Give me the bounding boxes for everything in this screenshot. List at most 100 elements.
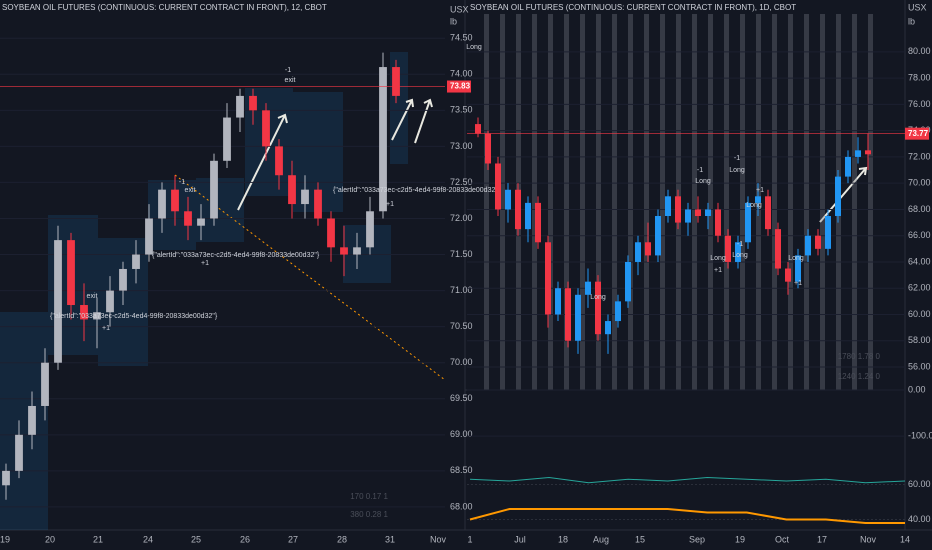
candle-body bbox=[635, 242, 641, 262]
annotation: {"alertId":"033a73ec-c2d5-4ed4-99f8-2083… bbox=[333, 187, 501, 194]
session-band bbox=[708, 14, 713, 390]
price-tag bbox=[447, 80, 471, 93]
session-band bbox=[532, 14, 537, 390]
candle-body bbox=[80, 305, 88, 320]
candle-body bbox=[585, 281, 591, 295]
session-band bbox=[660, 14, 665, 390]
x-tick-label: 17 bbox=[817, 534, 827, 544]
candle-body bbox=[805, 235, 811, 256]
annotation: Long bbox=[710, 255, 726, 262]
annotation: -1 bbox=[179, 179, 185, 186]
candle-body bbox=[725, 235, 731, 262]
candle-body bbox=[755, 196, 761, 203]
candle-body bbox=[765, 196, 771, 230]
y-tick-label: 72.00 bbox=[908, 151, 931, 161]
x-tick-label: 19 bbox=[0, 534, 10, 544]
y-tick-label: 60.00 bbox=[908, 309, 931, 319]
session-band bbox=[820, 14, 825, 390]
candle-body bbox=[275, 146, 283, 176]
annotation: +1 bbox=[386, 201, 394, 208]
y-tick-label: 68.00 bbox=[450, 501, 473, 511]
annotation: +1 bbox=[102, 325, 110, 332]
session-band bbox=[804, 14, 809, 390]
y-tick-label: 78.00 bbox=[908, 73, 931, 83]
x-tick-label: 18 bbox=[558, 534, 568, 544]
candle-body bbox=[535, 202, 541, 243]
x-tick-label: Aug bbox=[593, 534, 609, 544]
session-band bbox=[628, 14, 633, 390]
candle-body bbox=[262, 110, 270, 147]
session-band bbox=[868, 14, 873, 390]
stats: 1240 1.24 0 bbox=[838, 372, 881, 381]
candle-body bbox=[605, 321, 611, 335]
annotation: -1 bbox=[737, 241, 743, 248]
candle-body bbox=[795, 255, 801, 282]
candle-body bbox=[615, 301, 621, 322]
annotation: Long bbox=[788, 255, 804, 262]
candle-body bbox=[314, 189, 322, 219]
candle-body bbox=[41, 362, 49, 406]
candle-body bbox=[366, 211, 374, 248]
session-band bbox=[500, 14, 505, 390]
candle-body bbox=[595, 281, 601, 335]
y-tick-label: 73.00 bbox=[450, 141, 473, 151]
annotation: Long bbox=[732, 252, 748, 259]
candle-body bbox=[223, 117, 231, 161]
candle-body bbox=[392, 67, 400, 96]
annotation: {"alertId":"033a73ec-c2d5-4ed4-99f8-2083… bbox=[50, 313, 218, 320]
candle-body bbox=[655, 216, 661, 256]
candle-body bbox=[249, 95, 257, 111]
candle-body bbox=[665, 196, 671, 217]
unit: USX bbox=[908, 2, 927, 12]
x-tick-label: 25 bbox=[191, 534, 201, 544]
unit: lb bbox=[450, 16, 457, 26]
y-tick-label: 66.00 bbox=[908, 230, 931, 240]
candle-body bbox=[855, 150, 861, 157]
chart-title: SOYBEAN OIL FUTURES (CONTINUOUS: CURRENT… bbox=[470, 3, 796, 12]
candle-body bbox=[485, 133, 491, 164]
candle-body bbox=[565, 288, 571, 341]
candle-body bbox=[825, 216, 831, 249]
chart-title: SOYBEAN OIL FUTURES (CONTINUOUS: CURRENT… bbox=[2, 3, 327, 12]
candle-body bbox=[695, 209, 701, 217]
session-band bbox=[564, 14, 569, 390]
session-band bbox=[852, 14, 857, 390]
y-tick-label: 74.00 bbox=[450, 69, 473, 79]
candle-body bbox=[505, 189, 511, 210]
candle-body bbox=[288, 175, 296, 205]
x-tick-label: Nov bbox=[430, 534, 447, 544]
y-tick-label: 71.50 bbox=[450, 249, 473, 259]
candle-body bbox=[735, 242, 741, 262]
candle-body bbox=[54, 240, 62, 363]
x-tick-label: 15 bbox=[635, 534, 645, 544]
candle-body bbox=[28, 405, 36, 435]
candle-body bbox=[775, 229, 781, 269]
session-band bbox=[612, 14, 617, 390]
arrow bbox=[237, 113, 288, 211]
zone-box bbox=[196, 178, 244, 242]
indicator-line bbox=[469, 476, 906, 484]
candle-body bbox=[93, 312, 101, 320]
candle-body bbox=[158, 189, 166, 219]
candle-body bbox=[745, 202, 751, 243]
session-band bbox=[724, 14, 729, 390]
y-tick-label: 56.00 bbox=[908, 361, 931, 371]
candle-body bbox=[845, 156, 851, 177]
annotation: Long bbox=[746, 202, 762, 209]
candle-body bbox=[555, 288, 561, 315]
price-tag-label: 73.83 bbox=[450, 82, 471, 91]
x-tick-label: 20 bbox=[45, 534, 55, 544]
x-tick-label: 24 bbox=[143, 534, 153, 544]
candle-body bbox=[495, 163, 501, 210]
candle-body bbox=[132, 254, 140, 269]
y-tick-label: 68.50 bbox=[450, 465, 473, 475]
stats: 170 0.17 1 bbox=[350, 492, 388, 501]
candle-body bbox=[119, 268, 127, 291]
y-tick-label: 64.00 bbox=[908, 256, 931, 266]
candle-body bbox=[815, 235, 821, 249]
y-tick-label: 69.00 bbox=[450, 429, 473, 439]
candle-body bbox=[184, 211, 192, 226]
annotation: +1 bbox=[714, 267, 722, 274]
y-tick-label: 40.00 bbox=[908, 514, 931, 524]
